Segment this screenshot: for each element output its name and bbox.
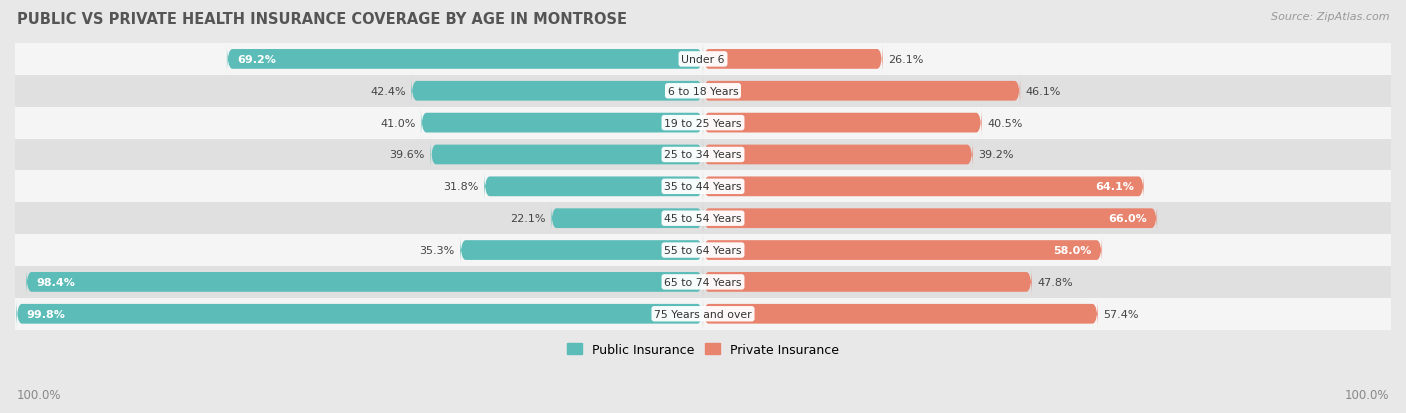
FancyBboxPatch shape [460, 235, 703, 266]
FancyBboxPatch shape [551, 203, 703, 234]
Bar [15, 203, 1391, 235]
Bar [15, 139, 1391, 171]
Text: 100.0%: 100.0% [17, 388, 62, 401]
FancyBboxPatch shape [703, 44, 883, 75]
Text: 40.5%: 40.5% [987, 119, 1022, 128]
FancyBboxPatch shape [703, 171, 1144, 202]
Text: 98.4%: 98.4% [37, 277, 75, 287]
Text: PUBLIC VS PRIVATE HEALTH INSURANCE COVERAGE BY AGE IN MONTROSE: PUBLIC VS PRIVATE HEALTH INSURANCE COVER… [17, 12, 627, 27]
Text: 65 to 74 Years: 65 to 74 Years [664, 277, 742, 287]
Text: Under 6: Under 6 [682, 55, 724, 65]
Text: 31.8%: 31.8% [443, 182, 478, 192]
FancyBboxPatch shape [412, 76, 703, 107]
Text: 42.4%: 42.4% [370, 87, 406, 97]
FancyBboxPatch shape [703, 140, 973, 171]
FancyBboxPatch shape [430, 140, 703, 171]
Bar [15, 171, 1391, 203]
Bar [15, 235, 1391, 266]
Bar [15, 298, 1391, 330]
Text: 35.3%: 35.3% [419, 245, 454, 255]
FancyBboxPatch shape [484, 171, 703, 202]
Text: 26.1%: 26.1% [889, 55, 924, 65]
Text: 69.2%: 69.2% [238, 55, 276, 65]
Text: 100.0%: 100.0% [1344, 388, 1389, 401]
Bar [15, 266, 1391, 298]
Legend: Public Insurance, Private Insurance: Public Insurance, Private Insurance [562, 338, 844, 361]
FancyBboxPatch shape [703, 203, 1157, 234]
Text: 35 to 44 Years: 35 to 44 Years [664, 182, 742, 192]
Text: 41.0%: 41.0% [380, 119, 415, 128]
Text: 64.1%: 64.1% [1095, 182, 1133, 192]
FancyBboxPatch shape [25, 267, 703, 298]
FancyBboxPatch shape [17, 299, 703, 330]
FancyBboxPatch shape [703, 76, 1021, 107]
Bar [15, 76, 1391, 107]
Text: 75 Years and over: 75 Years and over [654, 309, 752, 319]
FancyBboxPatch shape [226, 44, 703, 75]
Text: 22.1%: 22.1% [510, 214, 546, 224]
FancyBboxPatch shape [703, 108, 981, 139]
Text: 19 to 25 Years: 19 to 25 Years [664, 119, 742, 128]
Text: 66.0%: 66.0% [1108, 214, 1147, 224]
Text: 6 to 18 Years: 6 to 18 Years [668, 87, 738, 97]
Text: Source: ZipAtlas.com: Source: ZipAtlas.com [1271, 12, 1389, 22]
FancyBboxPatch shape [420, 108, 703, 139]
Text: 57.4%: 57.4% [1104, 309, 1139, 319]
Text: 39.2%: 39.2% [979, 150, 1014, 160]
Text: 99.8%: 99.8% [27, 309, 66, 319]
Text: 46.1%: 46.1% [1025, 87, 1062, 97]
FancyBboxPatch shape [703, 235, 1102, 266]
Text: 55 to 64 Years: 55 to 64 Years [664, 245, 742, 255]
Text: 47.8%: 47.8% [1038, 277, 1073, 287]
Text: 45 to 54 Years: 45 to 54 Years [664, 214, 742, 224]
FancyBboxPatch shape [703, 267, 1032, 298]
Bar [15, 107, 1391, 139]
FancyBboxPatch shape [703, 299, 1098, 330]
Text: 25 to 34 Years: 25 to 34 Years [664, 150, 742, 160]
Text: 58.0%: 58.0% [1053, 245, 1091, 255]
Bar [15, 44, 1391, 76]
Text: 39.6%: 39.6% [389, 150, 425, 160]
